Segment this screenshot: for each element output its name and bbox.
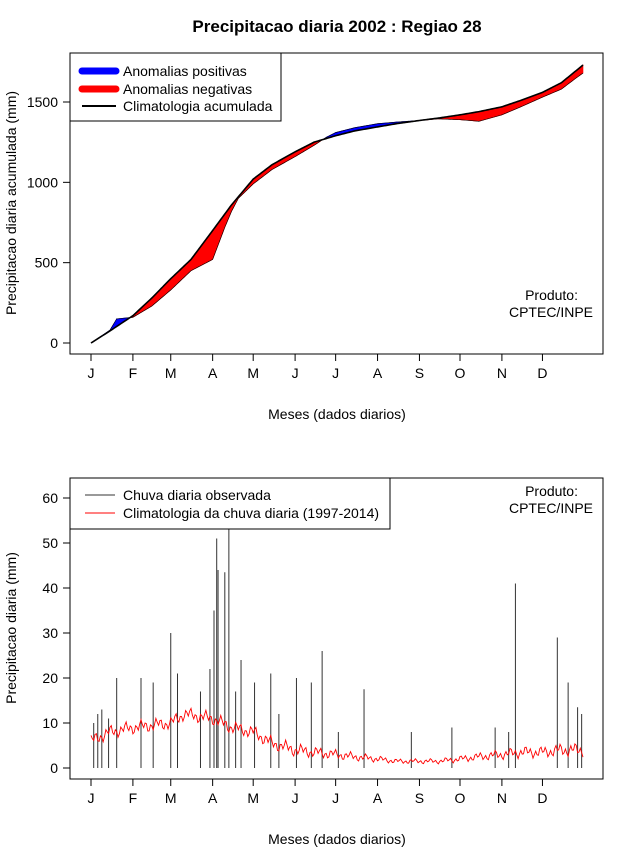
- top-annotation-line1: Produto:: [525, 287, 578, 303]
- legend-climatology-label: Climatologia acumulada: [123, 98, 273, 114]
- bottom-y-tick-label: 0: [50, 760, 58, 776]
- top-x-tick-label: F: [129, 365, 138, 381]
- top-climatology-line: [90, 64, 584, 344]
- legend-observed-label: Chuva diaria observada: [123, 487, 271, 503]
- observed-accumulated-outline: [90, 72, 584, 344]
- bottom-observed-bars: [93, 498, 583, 768]
- top-x-tick-label: A: [373, 365, 383, 381]
- top-x-tick-label: D: [537, 365, 547, 381]
- top-x-tick-label: J: [332, 365, 339, 381]
- bottom-x-tick-label: J: [292, 790, 299, 806]
- top-annotation-line2: CPTEC/INPE: [509, 304, 593, 320]
- bottom-x-tick-label: M: [247, 790, 259, 806]
- bottom-x-tick-label: A: [373, 790, 383, 806]
- bottom-x-tick-label: M: [165, 790, 177, 806]
- bottom-climatology-line: [90, 706, 584, 765]
- top-x-tick-label: O: [455, 365, 466, 381]
- top-x-tick-label: N: [497, 365, 507, 381]
- bottom-x-tick-label: N: [497, 790, 507, 806]
- bottom-plot: J F M A M J J A S O N D 0 10 20 30 40 50 60 Meses (dados …: [3, 477, 604, 847]
- top-x-tick-label: J: [88, 365, 95, 381]
- top-plot: J F M A M J J A S O N D 0 500 1000 1500 Meses (dados d…: [3, 52, 604, 422]
- top-x-tick-label: M: [165, 365, 177, 381]
- bottom-x-tick-label: J: [88, 790, 95, 806]
- top-y-tick-label: 1000: [27, 174, 58, 190]
- bottom-x-tick-label: D: [537, 790, 547, 806]
- top-y-axis: 0 500 1000 1500: [27, 94, 71, 351]
- top-x-tick-label: S: [415, 365, 424, 381]
- top-y-label: Precipitacao diaria acumulada (mm): [3, 91, 19, 315]
- bottom-y-axis: 0 10 20 30 40 50 60: [42, 490, 71, 776]
- bottom-x-tick-label: J: [332, 790, 339, 806]
- bottom-annotation-line2: CPTEC/INPE: [509, 500, 593, 516]
- legend-negative-label: Anomalias negativas: [123, 81, 252, 97]
- bottom-x-tick-label: S: [415, 790, 424, 806]
- bottom-legend-box: [69, 477, 391, 530]
- top-x-tick-label: J: [292, 365, 299, 381]
- top-legend: Anomalias positivas Anomalias negativas …: [69, 52, 282, 122]
- bottom-y-tick-label: 30: [42, 625, 58, 641]
- bottom-y-tick-label: 40: [42, 580, 58, 596]
- bottom-y-label: Precipitacao diaria (mm): [3, 552, 19, 704]
- top-y-tick-label: 500: [35, 255, 59, 271]
- bottom-y-tick-label: 50: [42, 535, 58, 551]
- bottom-x-label: Meses (dados diarios): [268, 831, 406, 847]
- bottom-legend: Chuva diaria observada Climatologia da c…: [69, 477, 391, 530]
- bottom-x-tick-label: O: [455, 790, 466, 806]
- top-x-tick-label: M: [247, 365, 259, 381]
- bottom-x-tick-label: F: [129, 790, 138, 806]
- bottom-y-tick-label: 10: [42, 715, 58, 731]
- bottom-annotation-line1: Produto:: [525, 483, 578, 499]
- legend-clim-daily-label: Climatologia da chuva diaria (1997-2014): [123, 505, 379, 521]
- chart-title: Precipitacao diaria 2002 : Regiao 28: [192, 17, 481, 36]
- bottom-y-tick-label: 60: [42, 490, 58, 506]
- top-x-tick-label: A: [208, 365, 218, 381]
- top-x-label: Meses (dados diarios): [268, 406, 406, 422]
- bottom-y-tick-label: 20: [42, 670, 58, 686]
- top-y-tick-label: 1500: [27, 94, 58, 110]
- legend-positive-label: Anomalias positivas: [123, 63, 247, 79]
- top-y-tick-label: 0: [50, 335, 58, 351]
- bottom-x-tick-label: A: [208, 790, 218, 806]
